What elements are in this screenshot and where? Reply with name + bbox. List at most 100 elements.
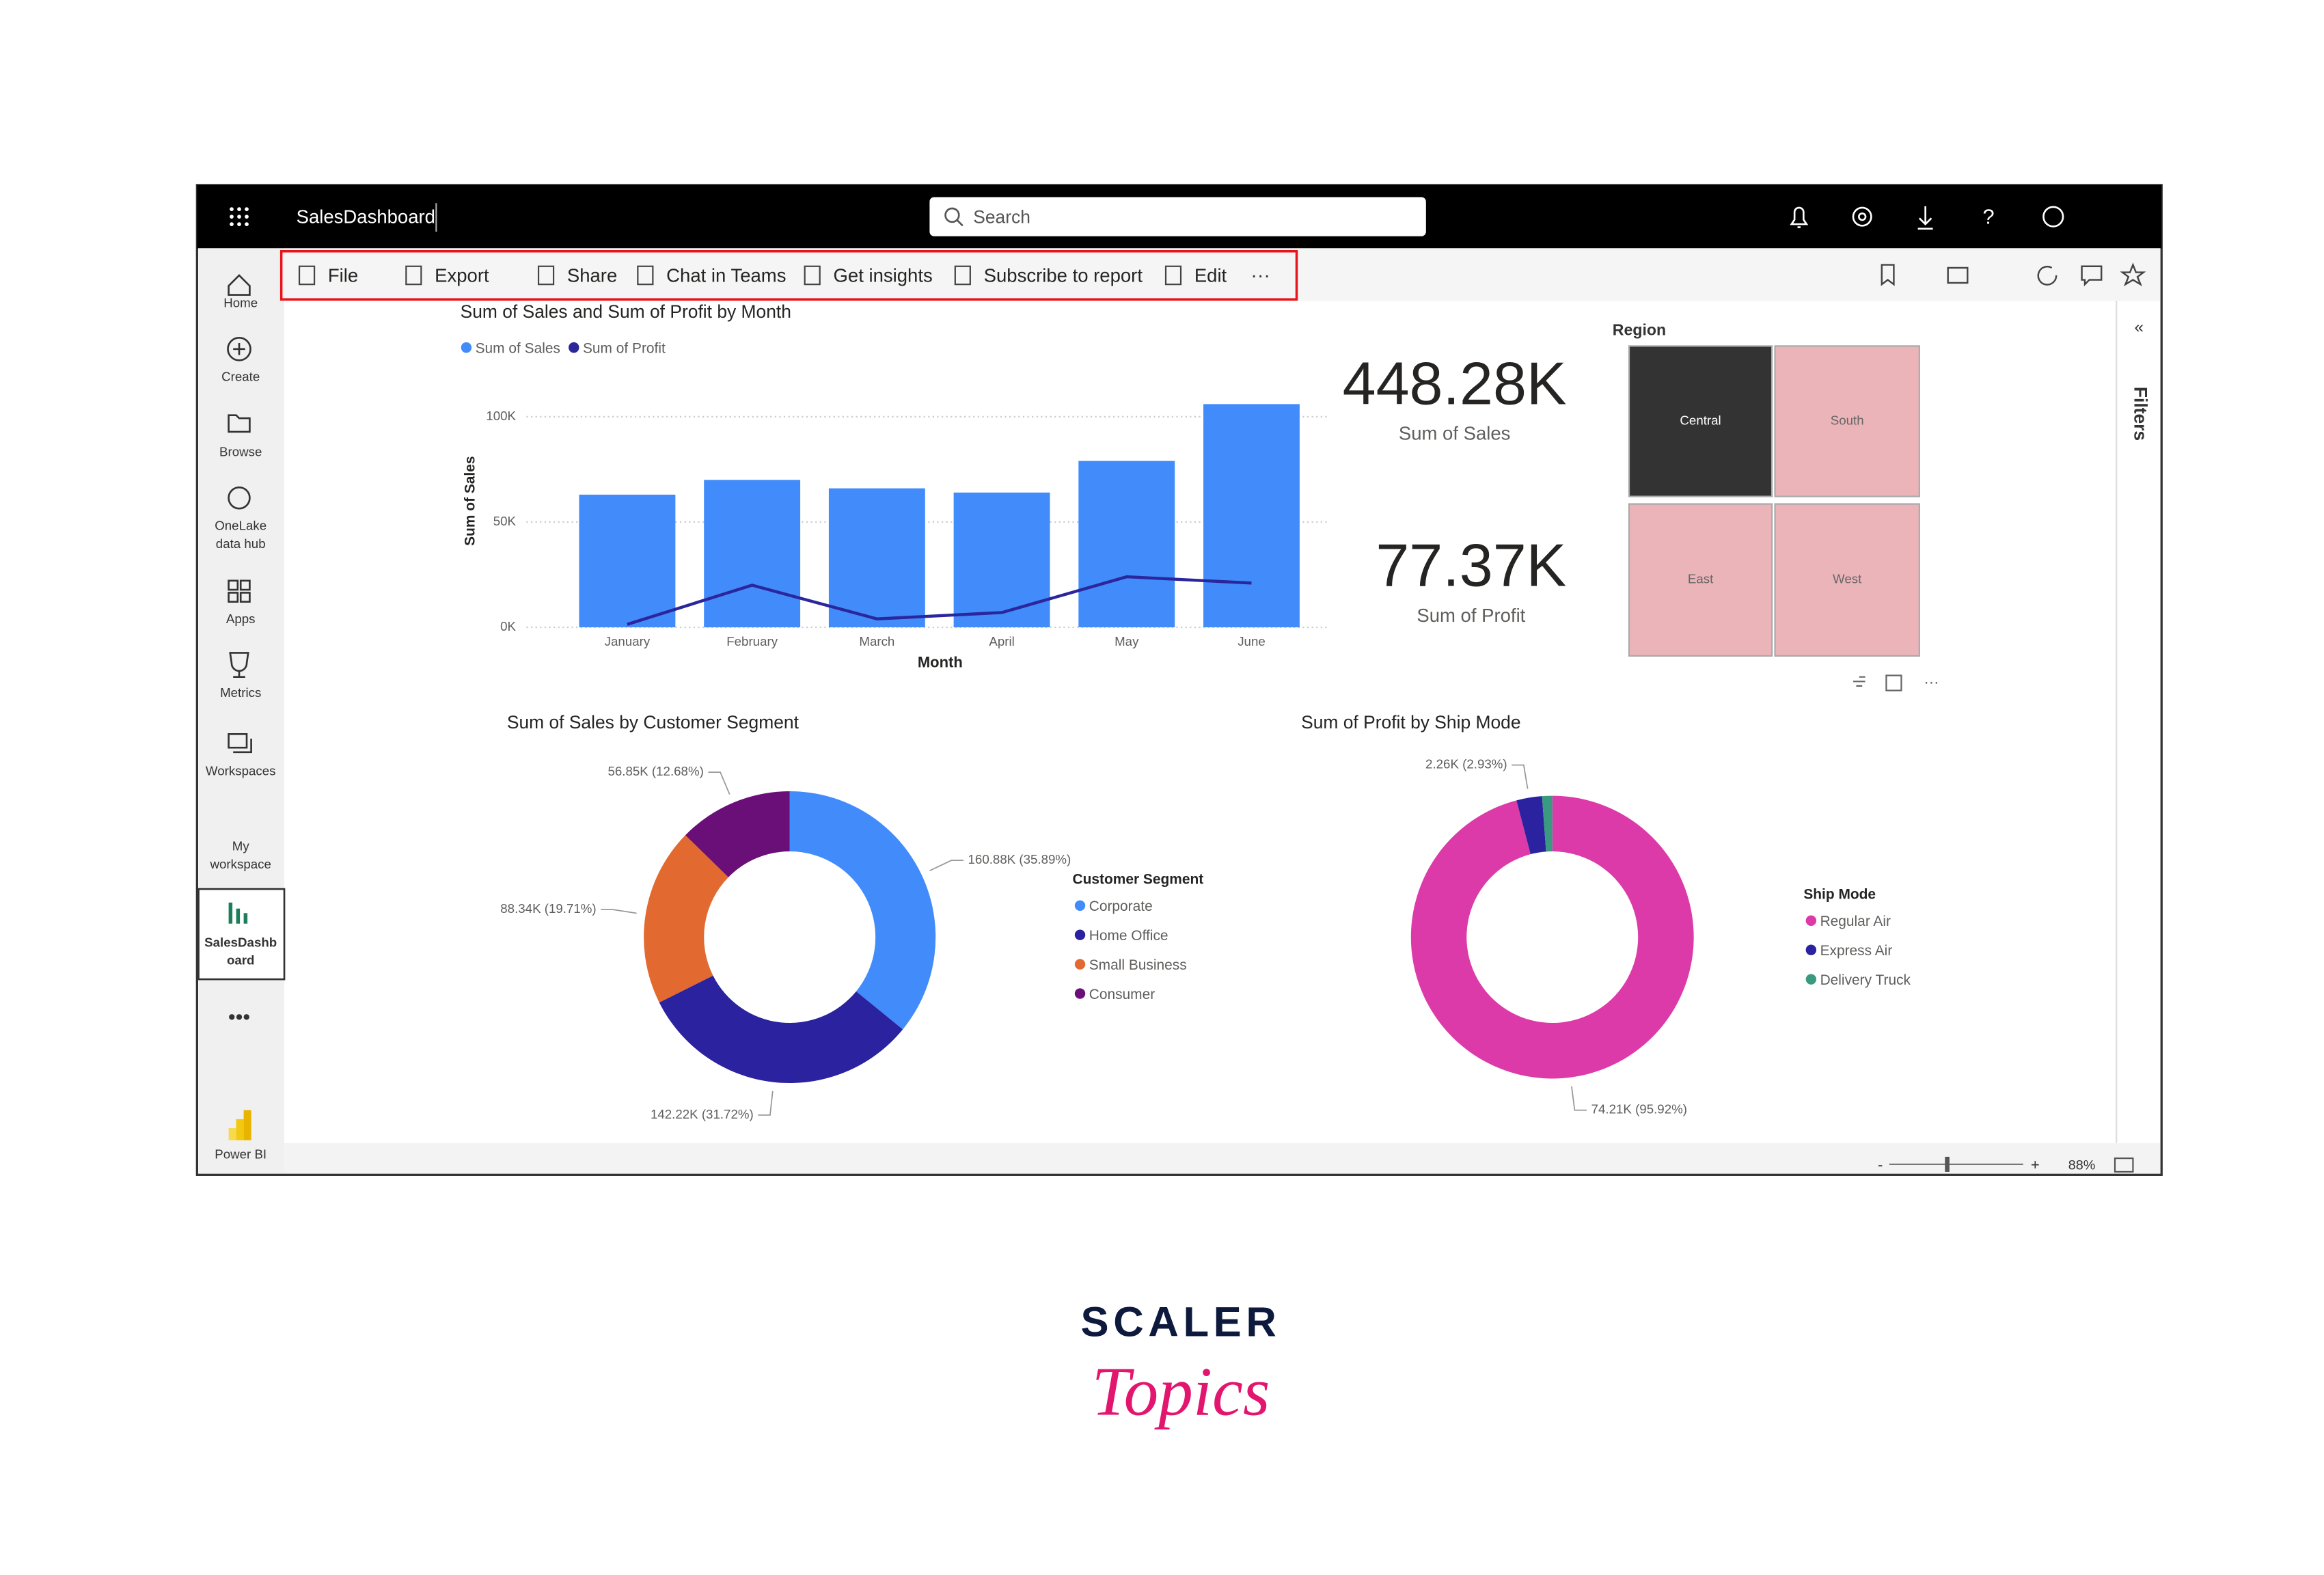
donut-slice[interactable]	[644, 835, 728, 1003]
toolbar-icon[interactable]	[804, 265, 821, 286]
create-icon[interactable]	[233, 343, 245, 355]
legend-marker	[1805, 974, 1817, 985]
refresh-icon[interactable]	[2037, 266, 2058, 286]
toolbar-icon[interactable]	[637, 265, 654, 286]
zoom-thumb[interactable]	[1945, 1156, 1950, 1172]
nav-label[interactable]: Power BI	[215, 1147, 266, 1162]
create-icon[interactable]	[227, 336, 251, 361]
legend-marker	[1805, 915, 1817, 927]
workspaces-icon[interactable]	[228, 733, 252, 754]
search-placeholder[interactable]: Search	[973, 206, 1030, 227]
toolbar-item[interactable]: Get insights	[834, 264, 933, 286]
zoom-out[interactable]: -	[1878, 1156, 1883, 1173]
donut-slice[interactable]	[1410, 795, 1694, 1079]
nav-label[interactable]: data hub	[216, 536, 266, 551]
bar[interactable]	[579, 494, 676, 628]
x-tick-label: January	[605, 634, 651, 648]
kpi-label: Sum of Sales	[1399, 423, 1511, 444]
dashboard-name[interactable]: SalesDashboard	[297, 206, 435, 228]
kpi-label: Sum of Profit	[1417, 605, 1525, 626]
bar[interactable]	[1078, 461, 1175, 628]
toolbar-item[interactable]: Share	[567, 264, 617, 286]
toolbar-icon[interactable]	[298, 265, 316, 286]
logo-bar	[228, 1128, 236, 1140]
donut-slice[interactable]	[789, 791, 936, 1030]
data-label: 142.22K (31.72%)	[651, 1107, 754, 1121]
collapse-icon[interactable]: «	[2135, 318, 2144, 336]
feedback-icon[interactable]	[2042, 206, 2064, 228]
treemap-tile[interactable]	[1774, 345, 1920, 497]
nav-label[interactable]: SalesDashb	[204, 935, 277, 949]
help-icon[interactable]: ?	[1983, 204, 1995, 228]
search-box[interactable]	[929, 197, 1426, 236]
nav-label[interactable]: My	[232, 838, 250, 853]
toolbar-icon[interactable]	[537, 265, 555, 286]
home-icon[interactable]	[228, 274, 251, 296]
legend-marker	[1074, 929, 1086, 940]
download-icon[interactable]	[1917, 206, 1933, 230]
toolbar-more[interactable]: ···	[1250, 265, 1270, 287]
settings-icon[interactable]	[1858, 212, 1867, 221]
donut-slice[interactable]	[685, 791, 790, 877]
nav-label[interactable]: Metrics	[220, 685, 261, 700]
filters-label[interactable]: Filters	[2130, 387, 2150, 441]
apps-icon[interactable]	[228, 579, 251, 603]
bar[interactable]	[704, 480, 801, 628]
data-label: 56.85K (12.68%)	[607, 764, 703, 778]
view-icon[interactable]	[1947, 266, 1969, 284]
treemap-tile[interactable]	[1774, 503, 1920, 657]
bar[interactable]	[1203, 404, 1300, 628]
nav-label[interactable]: Workspaces	[206, 763, 276, 778]
filter-icon[interactable]	[1853, 676, 1865, 687]
treemap-label: Central	[1680, 413, 1721, 427]
chart-title: Sum of Sales and Sum of Profit by Month	[461, 301, 791, 322]
donut-slice[interactable]	[1542, 795, 1553, 852]
fit-icon[interactable]	[2114, 1158, 2134, 1173]
toolbar	[284, 248, 2161, 301]
powerbi-logo	[228, 1110, 251, 1140]
donut-slice[interactable]	[659, 975, 903, 1084]
nav-label[interactable]: Create	[221, 370, 260, 384]
visual-more[interactable]: ···	[1924, 673, 1939, 690]
zoom-in[interactable]: +	[2031, 1156, 2040, 1173]
onelake-icon[interactable]	[228, 487, 251, 510]
nav-label[interactable]: oard	[227, 953, 255, 968]
toolbar-item[interactable]: Chat in Teams	[666, 264, 786, 286]
treemap-tile[interactable]	[1628, 503, 1773, 657]
donut-slice[interactable]	[1516, 796, 1546, 855]
nav-label[interactable]: Browse	[219, 445, 262, 459]
data-label: 88.34K (19.71%)	[500, 901, 596, 916]
bar[interactable]	[828, 488, 925, 628]
toolbar-icon[interactable]	[1164, 265, 1182, 286]
bookmark-icon[interactable]	[1881, 264, 1895, 286]
y-tick-label: 50K	[493, 514, 517, 528]
toolbar-item[interactable]: Export	[435, 264, 489, 286]
status-bar	[284, 1143, 2161, 1174]
favorite-icon[interactable]	[2120, 262, 2146, 287]
toolbar-icon[interactable]	[954, 265, 971, 286]
treemap-label: West	[1833, 572, 1862, 586]
legend-label: Home Office	[1089, 928, 1168, 944]
toolbar-icon[interactable]	[405, 265, 422, 286]
nav-label[interactable]: Apps	[226, 612, 256, 626]
focus-icon[interactable]	[1885, 674, 1902, 691]
nav-more[interactable]: •••	[228, 1005, 250, 1029]
data-label: 74.21K (95.92%)	[1591, 1102, 1687, 1117]
settings-icon[interactable]	[1852, 206, 1872, 227]
comment-icon[interactable]	[2081, 265, 2103, 287]
bar[interactable]	[953, 492, 1050, 628]
browse-icon[interactable]	[228, 414, 251, 433]
highlight-box	[279, 249, 1298, 301]
nav-label[interactable]: workspace	[210, 857, 271, 871]
notifications-icon[interactable]	[1790, 206, 1809, 228]
nav-label[interactable]: OneLake	[215, 519, 266, 533]
toolbar-item[interactable]: Edit	[1194, 264, 1227, 286]
nav-label[interactable]: Home	[223, 296, 258, 310]
app-launcher[interactable]	[230, 207, 249, 226]
treemap-tile[interactable]	[1628, 345, 1773, 497]
toolbar-item[interactable]: File	[328, 264, 358, 286]
metrics-icon[interactable]	[229, 652, 249, 679]
toolbar-item[interactable]: Subscribe to report	[984, 264, 1143, 286]
legend-marker	[461, 342, 472, 353]
